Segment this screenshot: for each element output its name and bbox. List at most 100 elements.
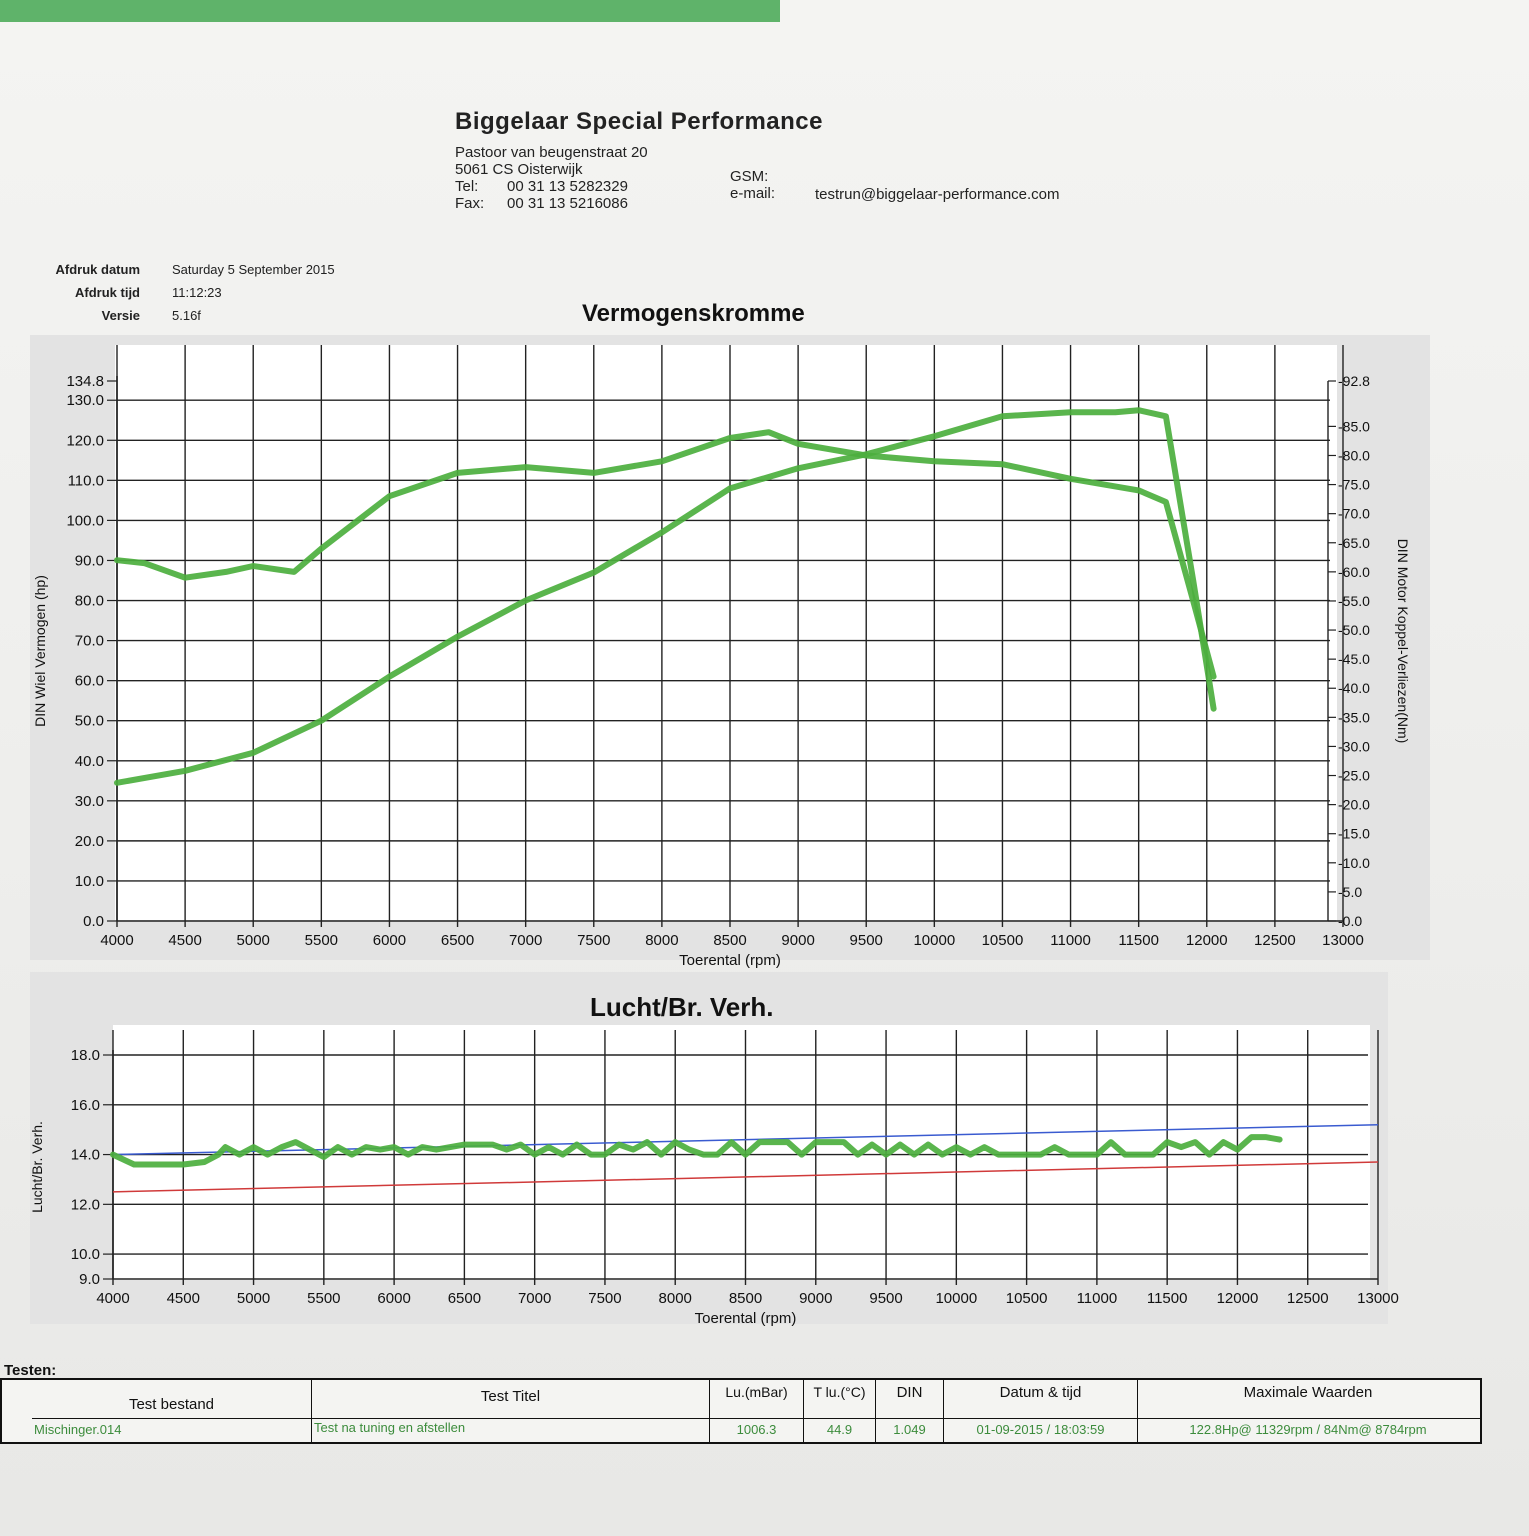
cell-din: 1.049 <box>893 1422 926 1437</box>
y-tick-label: 70.0 <box>75 633 104 650</box>
fax-label: Fax: <box>455 195 485 212</box>
address-line-1: Pastoor van beugenstraat 20 <box>455 144 648 161</box>
x-tick-label: 7500 <box>588 1290 621 1307</box>
y-tick-label: 40.0 <box>75 753 104 770</box>
y2-tick-label: -5.0 <box>1338 884 1362 900</box>
y2-tick-label: -35.0 <box>1338 709 1370 725</box>
table-row-divider <box>32 1418 1480 1419</box>
y-tick-label: 12.0 <box>71 1196 100 1213</box>
x-tick-label: 10000 <box>935 1290 977 1307</box>
x-tick-label: 10500 <box>982 932 1024 949</box>
version-label: Versie <box>101 308 140 323</box>
col-header: Test bestand <box>128 1396 215 1413</box>
y-tick-label: 18.0 <box>71 1047 100 1064</box>
x-tick-label: 4500 <box>168 932 201 949</box>
y-tick-label: 110.0 <box>68 472 104 489</box>
y2-tick-label: -20.0 <box>1338 797 1370 813</box>
col-header: Test Titel <box>480 1388 541 1405</box>
x-tick-label: 8000 <box>645 932 678 949</box>
afr-chart-title: Lucht/Br. Verh. <box>590 992 774 1022</box>
x-tick-label: 9500 <box>869 1290 902 1307</box>
y2-tick-label: -55.0 <box>1338 593 1370 609</box>
print-time-row: Afdruk tijd 11:12:23 <box>10 285 430 308</box>
y2-tick-label: -60.0 <box>1338 564 1370 580</box>
print-time-value: 11:12:23 <box>172 285 222 300</box>
company-name: Biggelaar Special Performance <box>455 108 823 135</box>
x-tick-label: 6500 <box>441 932 474 949</box>
x-tick-label: 5500 <box>307 1290 340 1307</box>
afr-curve <box>110 1134 1283 1168</box>
y-tick-label: 80.0 <box>75 593 104 610</box>
green-folder-strip <box>0 0 780 22</box>
x-tick-label: 6000 <box>377 1290 410 1307</box>
x-tick-label: 11500 <box>1118 932 1159 949</box>
y-tick-label: 130.0 <box>66 392 104 409</box>
tel-label: Tel: <box>455 178 479 195</box>
y-tick-label: 20.0 <box>75 833 104 850</box>
torque-curve <box>114 429 1217 680</box>
x-tick-label: 8500 <box>729 1290 762 1307</box>
cell-test-title: Test na tuning en afstellen <box>314 1420 466 1435</box>
tel-value: 00 31 13 5282329 <box>507 178 628 195</box>
y-tick-label: 120.0 <box>66 432 104 449</box>
x-tick-label: 4000 <box>100 932 133 949</box>
reference-line <box>112 1161 1379 1193</box>
x-tick-label: 13000 <box>1357 1290 1399 1307</box>
y-tick-label: 30.0 <box>75 793 104 810</box>
x-tick-label: 7000 <box>518 1290 551 1307</box>
y2-tick-label: -50.0 <box>1338 622 1370 638</box>
y2-tick-label: -10.0 <box>1338 855 1370 871</box>
y2-axis-label: DIN Motor Koppel-Verliezen(Nm) <box>1395 539 1411 744</box>
x-tick-label: 6500 <box>448 1290 481 1307</box>
x-axis-label: Toerental (rpm) <box>679 952 781 969</box>
y-axis-label: Lucht/Br. Verh. <box>29 1121 45 1213</box>
email-label: e-mail: <box>730 185 776 202</box>
telephone-line: Tel: 00 31 13 5282329 <box>455 178 823 195</box>
x-tick-label: 4500 <box>167 1290 200 1307</box>
cell-date-time: 01-09-2015 / 18:03:59 <box>976 1422 1105 1437</box>
version-row: Versie 5.16f <box>10 308 430 331</box>
y-tick-label: 50.0 <box>75 713 104 730</box>
x-tick-label: 11000 <box>1050 932 1091 949</box>
col-header: T lu.(°C) <box>813 1384 866 1400</box>
y-tick-label: 10.0 <box>75 873 104 890</box>
fax-line: Fax: 00 31 13 5216086 <box>455 195 823 212</box>
x-tick-label: 10000 <box>913 932 955 949</box>
reference-line <box>112 1123 1379 1156</box>
tests-label: Testen: <box>4 1362 57 1379</box>
y-tick-label: 60.0 <box>75 673 104 690</box>
cell-test-file: Mischinger.014 <box>34 1422 122 1437</box>
col-header: Datum & tijd <box>999 1384 1082 1401</box>
x-tick-label: 11000 <box>1077 1290 1118 1307</box>
x-tick-label: 12000 <box>1217 1290 1259 1307</box>
company-header: Biggelaar Special Performance Pastoor va… <box>455 108 823 212</box>
power-chart-title: Vermogenskromme <box>582 300 805 327</box>
x-tick-label: 5000 <box>237 1290 270 1307</box>
x-tick-label: 9500 <box>850 932 883 949</box>
x-tick-label: 9000 <box>799 1290 832 1307</box>
gsm-label: GSM: <box>730 168 769 185</box>
power-curve <box>114 407 1217 786</box>
contact-right: GSM: e-mail: <box>730 168 775 202</box>
y-axis-label: DIN Wiel Vermogen (hp) <box>32 575 48 727</box>
col-header: Lu.(mBar) <box>725 1384 788 1400</box>
x-tick-label: 6000 <box>373 932 406 949</box>
y2-tick-label: -70.0 <box>1338 506 1370 522</box>
x-tick-label: 8500 <box>713 932 746 949</box>
print-time-label: Afdruk tijd <box>75 285 140 300</box>
col-test-file: Test bestand Mischinger.014 <box>2 1380 312 1442</box>
version-value: 5.16f <box>172 308 201 323</box>
x-tick-label: 7500 <box>577 932 610 949</box>
col-din: DIN 1.049 <box>876 1380 944 1442</box>
email-value: testrun@biggelaar-performance.com <box>815 186 1060 203</box>
y2-tick-label: -85.0 <box>1338 418 1370 434</box>
y-tick-label: 16.0 <box>71 1097 100 1114</box>
y-tick-label: 0.0 <box>83 913 104 930</box>
y-tick-label: 10.0 <box>71 1246 100 1263</box>
y2-tick-label: -15.0 <box>1338 826 1370 842</box>
x-tick-label: 7000 <box>509 932 542 949</box>
x-tick-label: 11500 <box>1147 1290 1188 1307</box>
y2-tick-label: -75.0 <box>1338 477 1370 493</box>
col-header: DIN <box>896 1384 923 1401</box>
y2-tick-label: -30.0 <box>1338 738 1370 754</box>
